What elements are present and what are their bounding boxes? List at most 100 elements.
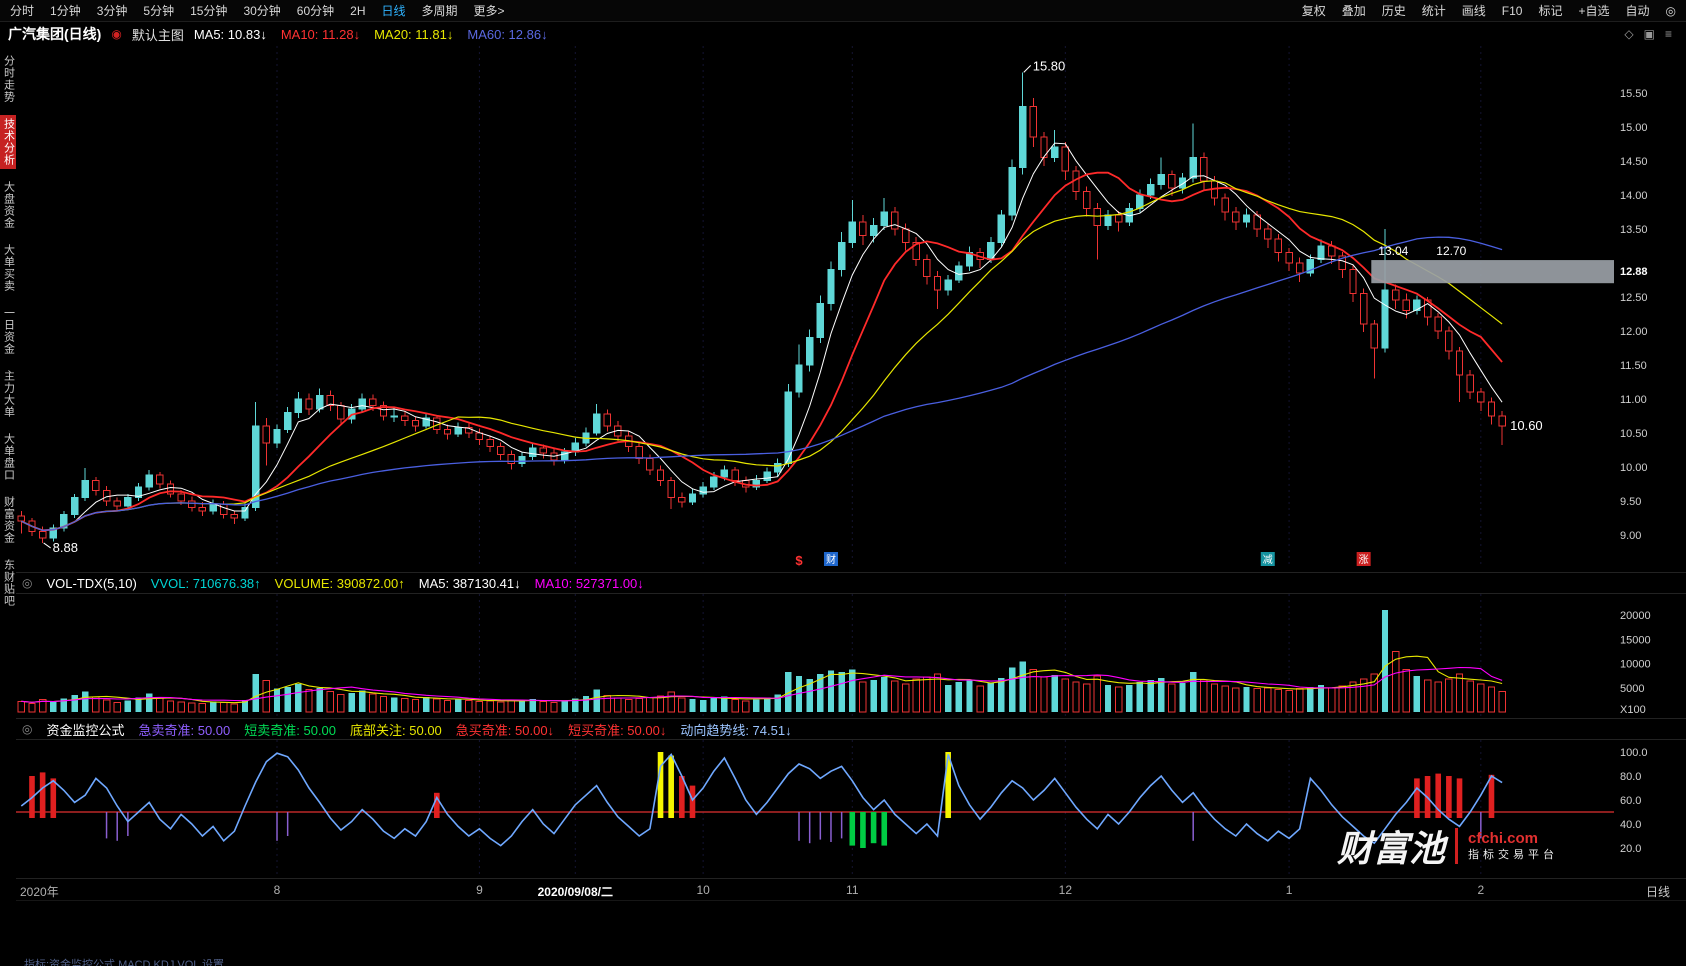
time-tick: 2 — [1477, 883, 1485, 897]
svg-text:8.88: 8.88 — [53, 540, 78, 555]
indicator-canvas[interactable]: 100.0 80.0 60.0 40.0 20.0 — [16, 740, 1686, 878]
window-icon[interactable]: ▣ — [1643, 27, 1655, 41]
svg-text:财: 财 — [826, 553, 836, 566]
tool-item[interactable]: 统计 — [1421, 4, 1446, 18]
tool-item[interactable]: 画线 — [1461, 4, 1486, 18]
tool-item[interactable]: 标记 — [1538, 4, 1563, 18]
sidebar-item[interactable]: 一日资金 — [2, 307, 15, 355]
tool-item[interactable]: 叠加 — [1341, 4, 1366, 18]
svg-text:10.00: 10.00 — [1620, 462, 1648, 474]
svg-text:15.80: 15.80 — [1033, 58, 1066, 73]
bottom-pane: 指标:资金监控公式 MACD KDJ VOL 设置 — [16, 900, 1686, 966]
target-icon[interactable]: ◎ — [1665, 3, 1676, 18]
svg-text:10000: 10000 — [1620, 659, 1651, 671]
time-tick: 2020年 — [20, 885, 59, 899]
bottom-strip: 指标:资金监控公式 MACD KDJ VOL 设置 — [24, 959, 225, 966]
overlay-label[interactable]: 默认主图 — [131, 27, 184, 43]
volume-title[interactable]: VOL-TDX(5,10) — [46, 575, 137, 591]
timeframe-item[interactable]: 多周期 — [421, 4, 458, 18]
svg-text:80.0: 80.0 — [1620, 771, 1641, 783]
indicator-value: 短买奇准: 50.00↓ — [568, 722, 667, 738]
sidebar-item[interactable]: 主力大单 — [2, 370, 15, 418]
time-tick: 8 — [273, 883, 281, 897]
volume-value: MA5: 387130.41↓ — [418, 575, 521, 591]
svg-text:减: 减 — [1263, 554, 1273, 566]
svg-text:13.04: 13.04 — [1378, 244, 1408, 258]
timeframe-item[interactable]: 1分钟 — [50, 4, 81, 18]
timeframe-item[interactable]: 日线 — [381, 4, 406, 18]
indicator-title[interactable]: 资金监控公式 — [46, 722, 125, 738]
svg-text:20.0: 20.0 — [1620, 843, 1641, 855]
ma-value: MA10: 11.28↓ — [280, 26, 361, 42]
indicator-value: 急卖奇准: 50.00 — [138, 722, 231, 738]
timeframe-item[interactable]: 5分钟 — [143, 4, 175, 18]
svg-text:14.00: 14.00 — [1620, 190, 1648, 202]
main-chart-panel: 13.04 12.70 15.80 8.88 10.60 $ 财 减 涨 15.50 15.00 14… — [16, 46, 1686, 572]
time-tick: 1 — [1285, 883, 1293, 897]
sidebar: 分时走势技术分析大盘资金大单买卖一日资金主力大单大单盘口财富资金东财贴吧 — [0, 46, 17, 966]
time-tick: 10 — [696, 883, 710, 897]
ma-value: MA5: 10.83↓ — [193, 26, 267, 42]
timeframe-item[interactable]: 分时 — [10, 4, 35, 18]
svg-text:10.60: 10.60 — [1510, 418, 1543, 433]
tool-item[interactable]: 历史 — [1381, 4, 1406, 18]
tool-item[interactable]: F10 — [1501, 3, 1523, 18]
svg-text:14.50: 14.50 — [1620, 156, 1648, 168]
svg-text:12.88: 12.88 — [1620, 266, 1648, 278]
timeframe-item[interactable]: 更多> — [473, 4, 505, 18]
sidebar-item[interactable]: 分时走势 — [2, 55, 15, 103]
diamond-icon[interactable]: ◇ — [1624, 27, 1634, 41]
content: 分时走势技术分析大盘资金大单买卖一日资金主力大单大单盘口财富资金东财贴吧 13.… — [0, 46, 1686, 966]
tool-item[interactable]: +自选 — [1578, 4, 1610, 18]
svg-text:40.0: 40.0 — [1620, 819, 1641, 831]
time-tick: 11 — [846, 883, 859, 897]
menu-icon[interactable]: ≡ — [1664, 27, 1672, 41]
sidebar-item[interactable]: 大单买卖 — [2, 244, 15, 292]
svg-text:12.00: 12.00 — [1620, 326, 1648, 338]
volume-canvas[interactable]: 20000 15000 10000 5000 X100 — [16, 594, 1686, 718]
time-axis: 日线 2020年 8 9 2020/09/08/二 10 11 12 1 2 — [16, 878, 1686, 900]
indicator-panel: 100.0 80.0 60.0 40.0 20.0 财富池 cfchi.com 指标交易… — [16, 740, 1686, 878]
indicator-cycle-icon[interactable]: ◎ — [22, 722, 33, 736]
window-icons: ◇ ▣ ≡ — [1624, 27, 1678, 41]
indicator-header: ◎ 资金监控公式 急卖奇准: 50.00 短卖奇准: 50.00 底部关注: 50.… — [16, 718, 1686, 740]
volume-value: VVOL: 710676.38↑ — [150, 575, 261, 591]
stock-title: 广汽集团(日线) — [8, 26, 102, 42]
time-tick: 2020/09/08/二 — [537, 885, 613, 899]
sidebar-item[interactable]: 大单盘口 — [2, 433, 15, 481]
svg-text:5000: 5000 — [1620, 683, 1644, 695]
period-label: 日线 — [1645, 885, 1670, 899]
volume-values: VVOL: 710676.38↑ VOLUME: 390872.00↑ MA5: 3… — [151, 576, 644, 591]
main-chart-canvas[interactable]: 13.04 12.70 15.80 8.88 10.60 $ 财 减 涨 15.50 15.00 14… — [16, 46, 1686, 572]
volume-header: ◎ VOL-TDX(5,10) VVOL: 710676.38↑ VOLUME: … — [16, 572, 1686, 594]
svg-text:9.50: 9.50 — [1620, 496, 1641, 508]
sidebar-item[interactable]: 东财贴吧 — [2, 559, 15, 607]
sidebar-item[interactable]: 大盘资金 — [2, 181, 15, 229]
ma-value: MA60: 12.86↓ — [467, 26, 548, 42]
sidebar-item[interactable]: 财富资金 — [2, 496, 15, 544]
volume-panel: 20000 15000 10000 5000 X100 — [16, 594, 1686, 718]
svg-text:$: $ — [795, 553, 803, 568]
timeframe-item[interactable]: 15分钟 — [190, 4, 228, 18]
svg-text:11.50: 11.50 — [1620, 360, 1647, 372]
volume-value: MA10: 527371.00↓ — [534, 575, 644, 591]
chart-panels: 13.04 12.70 15.80 8.88 10.60 $ 财减涨 15.50 15.00 14… — [16, 46, 1686, 966]
overlay-icon: ◉ — [111, 27, 122, 41]
svg-text:10.50: 10.50 — [1620, 428, 1648, 440]
indicator-value: 急买奇准: 50.00↓ — [455, 722, 555, 738]
tools-menu: 复权 叠加 历史 统计 画线 F10 标记 +自选 自动 ◎ — [1302, 2, 1676, 19]
svg-text:9.00: 9.00 — [1620, 530, 1641, 542]
svg-text:X100: X100 — [1620, 704, 1646, 716]
volume-cycle-icon[interactable]: ◎ — [22, 576, 33, 590]
timeframe-item[interactable]: 2H — [350, 3, 366, 18]
tool-item[interactable]: 自动 — [1625, 4, 1650, 18]
tool-item[interactable]: 复权 — [1301, 4, 1326, 18]
timeframe-item[interactable]: 30分钟 — [243, 4, 281, 18]
svg-text:15000: 15000 — [1620, 634, 1651, 646]
timeframe-item[interactable]: 3分钟 — [96, 4, 128, 18]
title-bar: 广汽集团(日线) ◉ 默认主图 MA5: 10.83↓ MA10: 11.28↓ M… — [0, 22, 1686, 46]
ma-values: MA5: 10.83↓ MA10: 11.28↓ MA20: 11.81↓ MA60:… — [194, 27, 548, 42]
sidebar-item[interactable]: 技术分析 — [0, 115, 17, 169]
timeframe-item[interactable]: 60分钟 — [296, 4, 335, 18]
